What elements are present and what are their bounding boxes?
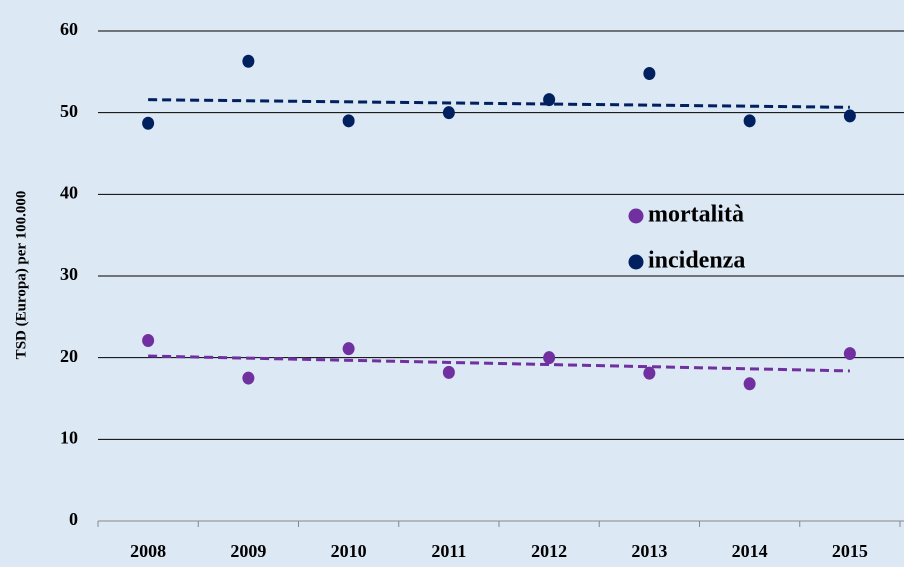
x-tick-label: 2011 [431,541,466,561]
y-tick-label: 40 [60,182,78,202]
data-point [142,116,155,130]
data-point [843,109,856,123]
y-tick-label: 30 [60,264,78,284]
y-tick-label: 10 [60,427,78,447]
data-point [743,377,756,391]
legend-marker [628,208,644,224]
data-point [643,66,656,80]
legend-label: incidenza [648,248,745,274]
y-axis-title: TSD (Europa) per 100.000 [13,191,29,360]
y-tick-label: 20 [60,346,78,366]
x-tick-label: 2013 [631,541,667,561]
data-point [342,342,355,356]
data-point [242,371,255,385]
x-tick-label: 2010 [331,541,367,561]
x-tick-label: 2008 [130,541,166,561]
data-point [242,54,255,68]
y-tick-label: 0 [69,509,78,529]
x-tick-label: 2015 [832,541,868,561]
y-tick-label: 60 [60,19,78,39]
data-point [843,347,856,361]
data-point [543,351,556,365]
trend-line [148,354,850,373]
data-point [442,365,455,379]
data-point [643,366,656,380]
data-point [543,93,556,107]
x-tick-label: 2009 [230,541,266,561]
legend-marker [628,254,644,270]
legend-label: mortalità [648,202,744,228]
data-point [142,334,155,348]
data-point [743,114,756,128]
data-point [442,106,455,120]
trend-line [148,98,850,109]
x-tick-label: 2014 [732,541,768,561]
data-point [342,114,355,128]
y-tick-label: 50 [60,101,78,121]
x-tick-label: 2012 [531,541,567,561]
